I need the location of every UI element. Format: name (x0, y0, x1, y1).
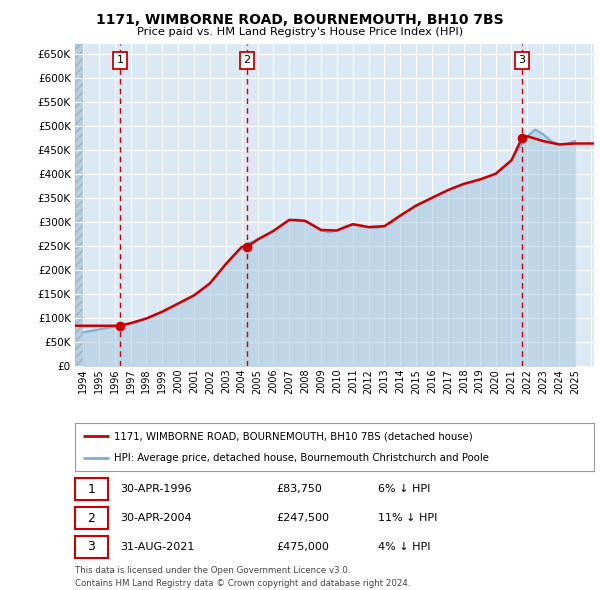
Text: Contains HM Land Registry data © Crown copyright and database right 2024.: Contains HM Land Registry data © Crown c… (75, 579, 410, 588)
Text: £83,750: £83,750 (276, 484, 322, 494)
Text: HPI: Average price, detached house, Bournemouth Christchurch and Poole: HPI: Average price, detached house, Bour… (114, 453, 489, 463)
Text: This data is licensed under the Open Government Licence v3.0.: This data is licensed under the Open Gov… (75, 566, 350, 575)
Bar (75, 44, 83, 366)
Text: 6% ↓ HPI: 6% ↓ HPI (378, 484, 430, 494)
Bar (75, 44, 83, 366)
Text: 30-APR-2004: 30-APR-2004 (120, 513, 191, 523)
Text: 4% ↓ HPI: 4% ↓ HPI (378, 542, 431, 552)
Text: 1171, WIMBORNE ROAD, BOURNEMOUTH, BH10 7BS (detached house): 1171, WIMBORNE ROAD, BOURNEMOUTH, BH10 7… (114, 431, 473, 441)
Text: 31-AUG-2021: 31-AUG-2021 (120, 542, 194, 552)
Text: Price paid vs. HM Land Registry's House Price Index (HPI): Price paid vs. HM Land Registry's House … (137, 27, 463, 37)
Text: 2: 2 (88, 512, 95, 525)
Text: 2: 2 (244, 55, 250, 65)
Text: 3: 3 (88, 540, 95, 553)
Text: 1: 1 (88, 483, 95, 496)
Text: £475,000: £475,000 (276, 542, 329, 552)
Text: 30-APR-1996: 30-APR-1996 (120, 484, 191, 494)
Text: £247,500: £247,500 (276, 513, 329, 523)
Text: 1171, WIMBORNE ROAD, BOURNEMOUTH, BH10 7BS: 1171, WIMBORNE ROAD, BOURNEMOUTH, BH10 7… (96, 13, 504, 27)
Text: 3: 3 (518, 55, 526, 65)
Text: 1: 1 (116, 55, 124, 65)
Text: 11% ↓ HPI: 11% ↓ HPI (378, 513, 437, 523)
